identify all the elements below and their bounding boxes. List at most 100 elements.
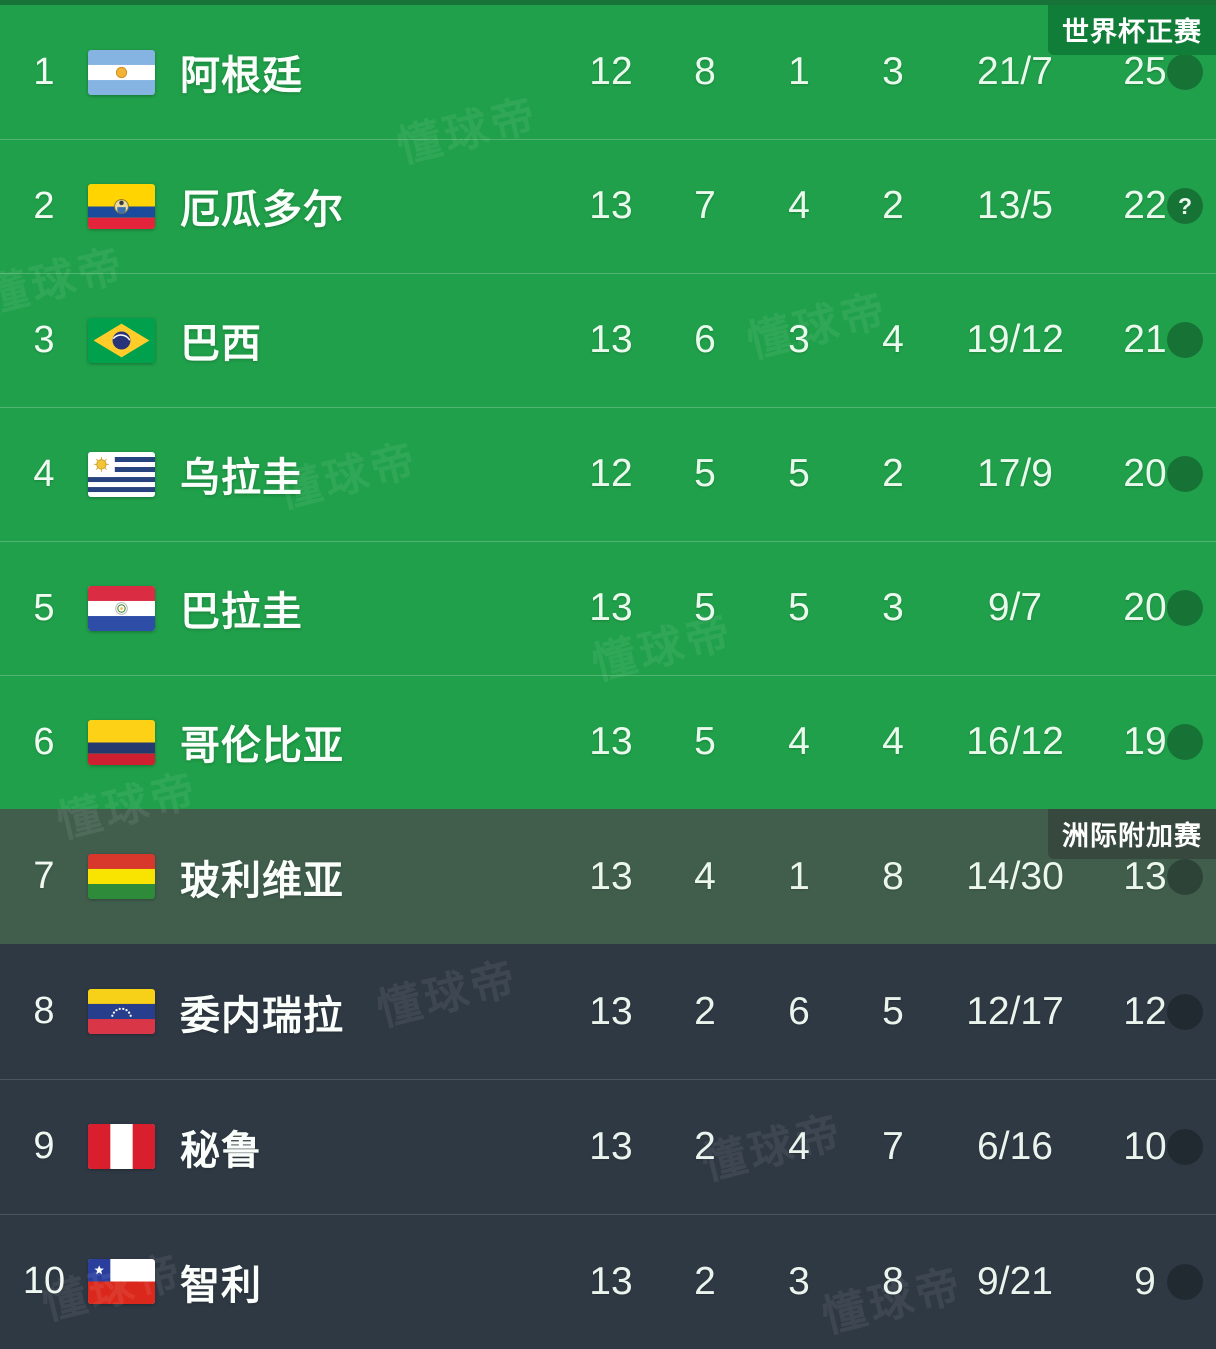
table-row[interactable]: 8 委内瑞拉 13 2 6 5 12/17 12 — [0, 944, 1216, 1079]
matches-played: 13 — [589, 1259, 633, 1303]
matches-lost: 2 — [882, 452, 904, 495]
question-icon[interactable] — [1167, 858, 1203, 895]
points: 21 — [1123, 318, 1167, 361]
table-row[interactable]: 10 智利 13 2 3 8 9/21 9 — [0, 1214, 1216, 1349]
matches-drawn: 1 — [788, 50, 810, 93]
question-icon[interactable] — [1167, 993, 1203, 1030]
rank-label: 8 — [33, 990, 55, 1032]
goals-for-against: 17/9 — [977, 452, 1053, 495]
goals-for-against: 9/21 — [977, 1259, 1053, 1303]
question-icon[interactable]: ? — [1167, 188, 1203, 224]
rank-label: 5 — [33, 586, 55, 629]
matches-drawn: 3 — [788, 1259, 810, 1303]
table-row[interactable]: 4 乌拉圭 12 5 5 2 17/9 20 — [0, 407, 1216, 541]
flag-paraguay-icon — [88, 585, 155, 631]
matches-won: 2 — [694, 1124, 716, 1168]
flag-ecuador-icon — [88, 183, 155, 229]
matches-lost: 3 — [882, 50, 904, 93]
matches-played: 13 — [589, 989, 633, 1033]
matches-drawn: 4 — [788, 1124, 810, 1168]
question-icon[interactable] — [1167, 1128, 1203, 1165]
rank-label: 6 — [33, 720, 55, 763]
matches-played: 13 — [589, 854, 633, 898]
matches-drawn: 3 — [788, 318, 810, 361]
rank-label: 4 — [33, 452, 55, 495]
matches-lost: 4 — [882, 318, 904, 361]
points: 9 — [1134, 1259, 1156, 1303]
points: 13 — [1123, 854, 1167, 898]
goals-for-against: 21/7 — [977, 50, 1053, 93]
world-cup-zone-badge: 世界杯正赛 — [1048, 5, 1216, 55]
goals-for-against: 9/7 — [987, 586, 1043, 629]
matches-won: 8 — [694, 50, 716, 93]
matches-played: 13 — [589, 184, 633, 227]
question-icon[interactable] — [1167, 590, 1203, 626]
matches-drawn: 5 — [788, 452, 810, 495]
rank-label: 1 — [33, 50, 55, 93]
standings-table: 1 阿根廷 12 8 1 3 21/7 25 2 厄瓜多尔 13 7 4 2 1… — [0, 5, 1216, 1349]
matches-lost: 5 — [882, 989, 904, 1033]
team-name: 巴拉圭 — [180, 590, 303, 634]
matches-won: 7 — [694, 184, 716, 227]
matches-played: 13 — [589, 1124, 633, 1168]
table-row[interactable]: 3 巴西 13 6 3 4 19/12 21 — [0, 273, 1216, 407]
goals-for-against: 19/12 — [966, 318, 1064, 361]
matches-drawn: 6 — [788, 989, 810, 1033]
table-row[interactable]: 7 玻利维亚 13 4 1 8 14/30 13 — [0, 809, 1216, 944]
flag-bolivia-icon — [88, 854, 155, 899]
matches-won: 5 — [694, 586, 716, 629]
team-name: 秘鲁 — [180, 1128, 262, 1173]
matches-drawn: 4 — [788, 184, 810, 227]
points: 20 — [1123, 586, 1167, 629]
matches-won: 2 — [694, 1259, 716, 1303]
table-row[interactable]: 6 哥伦比亚 13 5 4 4 16/12 19 — [0, 675, 1216, 809]
matches-lost: 4 — [882, 720, 904, 763]
question-icon[interactable] — [1167, 456, 1203, 492]
table-row[interactable]: 5 巴拉圭 13 5 5 3 9/7 20 — [0, 541, 1216, 675]
matches-drawn: 1 — [788, 854, 810, 898]
points: 10 — [1123, 1124, 1167, 1168]
matches-won: 5 — [694, 720, 716, 763]
matches-lost: 8 — [882, 1259, 904, 1303]
question-icon[interactable] — [1167, 54, 1203, 90]
points: 25 — [1123, 50, 1167, 93]
rank-label: 9 — [33, 1125, 55, 1167]
matches-lost: 2 — [882, 184, 904, 227]
team-name: 阿根廷 — [180, 54, 303, 98]
playoff-zone-badge: 洲际附加赛 — [1048, 809, 1216, 859]
team-name: 哥伦比亚 — [180, 724, 344, 768]
top-divider — [0, 0, 1216, 5]
matches-lost: 7 — [882, 1124, 904, 1168]
matches-played: 13 — [589, 720, 633, 763]
flag-uruguay-icon — [88, 451, 155, 497]
rank-label: 10 — [22, 1260, 66, 1302]
goals-for-against: 6/16 — [977, 1124, 1053, 1168]
team-name: 玻利维亚 — [180, 858, 344, 903]
matches-played: 12 — [589, 452, 633, 495]
matches-lost: 3 — [882, 586, 904, 629]
team-name: 智利 — [180, 1263, 262, 1308]
flag-brazil-icon — [88, 317, 155, 363]
points: 19 — [1123, 720, 1167, 763]
matches-played: 12 — [589, 50, 633, 93]
rank-label: 7 — [33, 855, 55, 897]
question-icon[interactable] — [1167, 322, 1203, 358]
team-name: 厄瓜多尔 — [180, 188, 344, 232]
flag-colombia-icon — [88, 719, 155, 765]
question-icon[interactable] — [1167, 724, 1203, 760]
matches-played: 13 — [589, 586, 633, 629]
table-row[interactable]: 2 厄瓜多尔 13 7 4 2 13/5 22 ? — [0, 139, 1216, 273]
points: 20 — [1123, 452, 1167, 495]
matches-won: 2 — [694, 989, 716, 1033]
team-name: 巴西 — [180, 322, 262, 366]
question-icon[interactable] — [1167, 1263, 1203, 1300]
table-row[interactable]: 1 阿根廷 12 8 1 3 21/7 25 — [0, 5, 1216, 139]
goals-for-against: 12/17 — [966, 989, 1064, 1033]
flag-venezuela-icon — [88, 989, 155, 1034]
matches-played: 13 — [589, 318, 633, 361]
matches-lost: 8 — [882, 854, 904, 898]
goals-for-against: 13/5 — [977, 184, 1053, 227]
team-name: 乌拉圭 — [180, 456, 303, 500]
table-row[interactable]: 9 秘鲁 13 2 4 7 6/16 10 — [0, 1079, 1216, 1214]
